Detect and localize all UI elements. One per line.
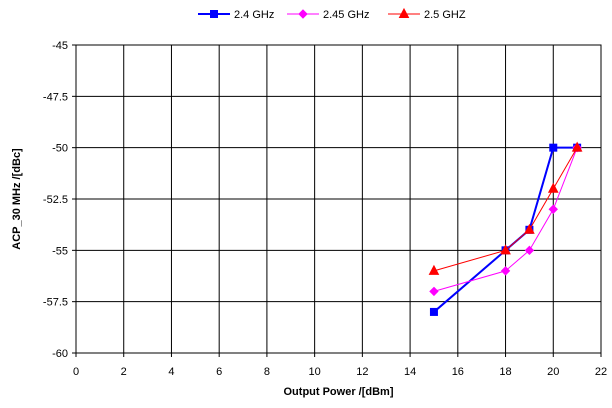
- data-point: [548, 204, 558, 214]
- legend-label: 2.5 GHZ: [424, 9, 466, 21]
- legend-label: 2.45 GHz: [323, 9, 369, 21]
- y-axis-ticks: -45 -47.5 -50 -52.5 -55 -57.5 -60: [43, 40, 76, 360]
- y-axis-title: ACP_30 MHz /[dBc]: [11, 148, 23, 250]
- data-point: [549, 143, 558, 152]
- data-point: [500, 266, 511, 276]
- legend-label: 2.4 GHz: [234, 9, 274, 21]
- series-3: [428, 141, 583, 275]
- x-tick-label: 4: [168, 366, 174, 378]
- x-tick-label: 10: [309, 366, 321, 378]
- x-tick-label: 20: [547, 366, 559, 378]
- y-tick-label: -50: [52, 143, 68, 155]
- data-point: [524, 245, 535, 256]
- x-tick-label: 0: [73, 366, 79, 378]
- y-tick-label: -47.5: [43, 91, 68, 103]
- data-point: [524, 223, 535, 234]
- data-point: [547, 182, 559, 193]
- x-tick-label: 22: [595, 366, 607, 378]
- x-tick-label: 8: [264, 366, 270, 378]
- x-tick-label: 18: [499, 366, 511, 378]
- gridlines: [76, 45, 601, 353]
- series-2: [429, 142, 582, 297]
- y-tick-label: -55: [52, 245, 68, 257]
- y-tick-label: -60: [52, 348, 68, 360]
- legend-marker: [398, 7, 410, 18]
- x-tick-label: 14: [404, 366, 416, 378]
- y-tick-label: -57.5: [43, 297, 68, 309]
- legend-item: 2.45 GHz: [287, 9, 369, 21]
- x-tick-label: 2: [121, 366, 127, 378]
- data-point: [500, 244, 511, 255]
- legend-item: 2.5 GHZ: [388, 7, 466, 21]
- legend-marker: [210, 10, 218, 18]
- x-tick-label: 6: [216, 366, 222, 378]
- data-point: [429, 307, 438, 316]
- x-axis-title: Output Power /[dBm]: [284, 386, 394, 398]
- data-point: [428, 264, 440, 275]
- legend-item: 2.4 GHz: [198, 9, 274, 21]
- x-tick-label: 16: [452, 366, 464, 378]
- data-point: [571, 141, 583, 152]
- y-tick-label: -52.5: [43, 194, 68, 206]
- series-layer: [428, 141, 583, 316]
- legend: 2.4 GHz 2.45 GHz 2.5 GHZ: [198, 7, 466, 21]
- data-point: [429, 286, 439, 297]
- legend-marker: [298, 9, 308, 19]
- x-tick-label: 12: [356, 366, 368, 378]
- x-axis-ticks: 0 2 4 6 8 10 12 14 16 18 20 22: [73, 353, 607, 378]
- y-tick-label: -45: [52, 40, 68, 52]
